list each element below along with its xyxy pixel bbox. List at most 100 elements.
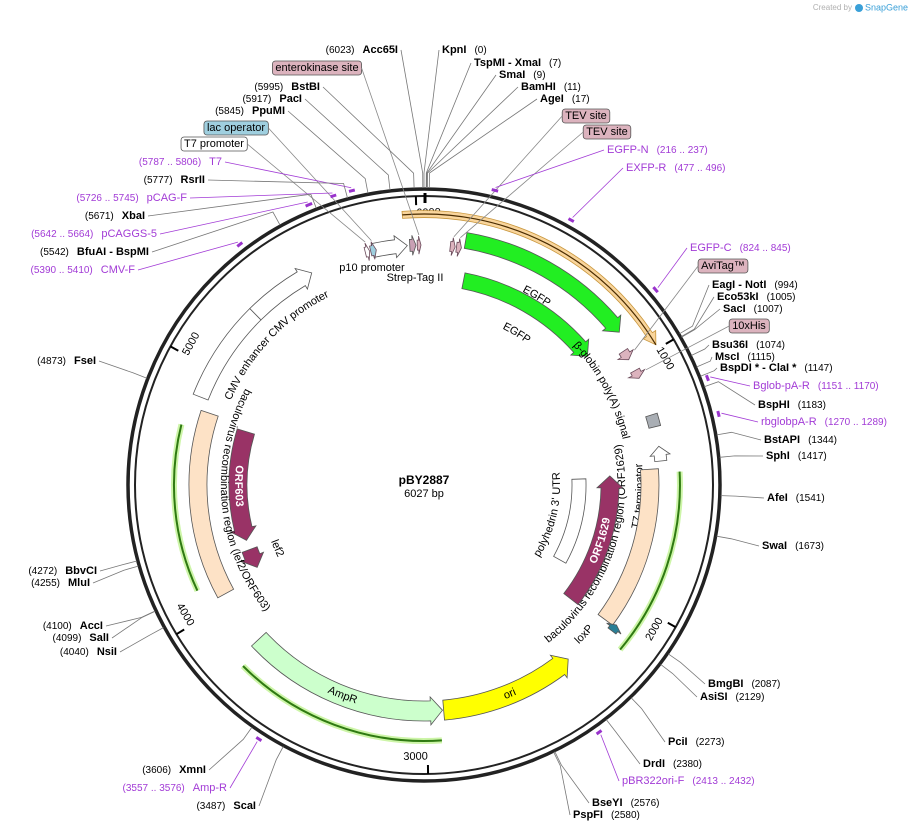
site-position: (17) [572,94,590,105]
site-position: (4099) [53,633,82,644]
site-name: SmaI [499,69,525,81]
site-name: BseYI [592,797,623,809]
site-label: (5845) PpuMI [215,105,285,117]
site-position: (5777) [144,175,173,186]
feature [649,445,672,463]
site-leader [681,308,721,338]
site-leader [423,49,440,188]
site-label: (3487) ScaI [196,800,256,812]
primer-range: (5726 .. 5745) [76,193,138,204]
site-name: SalI [89,632,109,644]
site-label: (5995) BstBI [254,81,320,93]
primer-range: (5787 .. 5806) [139,157,201,168]
site-name: KpnI [442,44,466,56]
primer-mark [705,374,710,382]
site-position: (5845) [215,106,244,117]
tick-mark [175,628,185,636]
feature [463,232,622,333]
site-position: (2273) [696,737,725,748]
primer-range: (2413 .. 2432) [692,776,754,787]
site-leader [660,664,698,698]
site-name: AgeI [540,93,564,105]
highlight-line [173,424,199,592]
tag-label: AviTag™ [701,260,745,272]
site-label: BseYI (2576) [592,797,659,809]
credit-brand: SnapGene [865,2,908,12]
site-label: BstAPI (1344) [764,434,837,446]
primer-label: (5787 .. 5806) T7 [139,156,222,168]
primer-name: EGFP-N [607,144,649,156]
tag-leader [460,131,584,238]
site-name: XbaI [122,210,145,222]
site-leader [208,726,253,771]
primer-mark [255,736,263,742]
site-label: EagI - NotI (994) [712,279,798,291]
site-name: AccI [80,620,103,632]
site-name: PacI [279,93,302,105]
site-label: (6023) Acc65I [326,44,398,56]
feature-label-path: ori [502,686,518,702]
site-label: BspHI (1183) [758,399,826,411]
site-position: (4255) [31,578,60,589]
site-label: SphI (1417) [766,450,827,462]
tag-feature [369,241,377,260]
site-leader [630,697,666,743]
tag-leader [453,115,563,238]
site-leader [258,746,284,807]
site-label: BamHI (11) [521,81,581,93]
site-leader [99,560,138,572]
tag-label: 10xHis [732,320,766,332]
site-name: BspDI * - ClaI * [720,362,797,374]
primer-label: EGFP-N (216 .. 237) [607,144,708,156]
site-position: (4873) [37,356,66,367]
site-label: (4040) NsiI [60,646,117,658]
site-label: PciI (2273) [668,736,724,748]
site-leader [719,455,764,458]
primer-mark [716,410,721,418]
site-label: (3606) XmnI [142,764,206,776]
primer-leader [600,734,620,782]
site-label: MscI (1115) [715,351,775,363]
primer-label: (5390 .. 5410) CMV-F [31,264,136,276]
site-leader [679,284,710,335]
site-name: MluI [68,577,90,589]
tag-feature [363,242,371,261]
site-position: (2087) [751,679,780,690]
site-leader [147,193,317,217]
primer-leader [495,149,605,188]
site-label: SwaI (1673) [762,540,824,552]
primer-mark [348,188,356,193]
site-name: EagI - NotI [712,279,766,291]
site-name: AsiSI [700,691,728,703]
site-name: PspFI [573,809,603,821]
site-name: PpuMI [252,105,285,117]
site-name: BbvCI [65,565,97,577]
site-name: RsrII [181,174,205,186]
site-position: (5671) [85,211,114,222]
site-label: AfeI (1541) [767,492,825,504]
site-position: (9) [533,70,545,81]
site-name: XmnI [179,764,206,776]
site-leader [605,719,641,765]
primer-leader [229,741,258,789]
site-leader [151,211,281,253]
primer-label: pBR322ori-F (2413 .. 2432) [622,775,755,787]
site-name: BmgBI [708,678,743,690]
feature [597,468,660,626]
site-label: Eco53kI (1005) [717,291,796,303]
site-name: BfuAI - BspMI [77,246,149,258]
site-leader [716,431,762,441]
site-position: (1673) [795,541,824,552]
site-name: BspHI [758,399,790,411]
site-position: (2129) [736,692,765,703]
primer-name: EXFP-R [626,162,666,174]
site-position: (6023) [326,45,355,56]
feature [188,409,235,599]
tag-leader [634,265,699,351]
primer-name: rbglobpA-R [761,416,817,428]
primer-leader [657,247,688,288]
tag-feature [416,235,422,255]
site-leader [691,344,710,356]
primer-name: CMV-F [101,264,136,276]
